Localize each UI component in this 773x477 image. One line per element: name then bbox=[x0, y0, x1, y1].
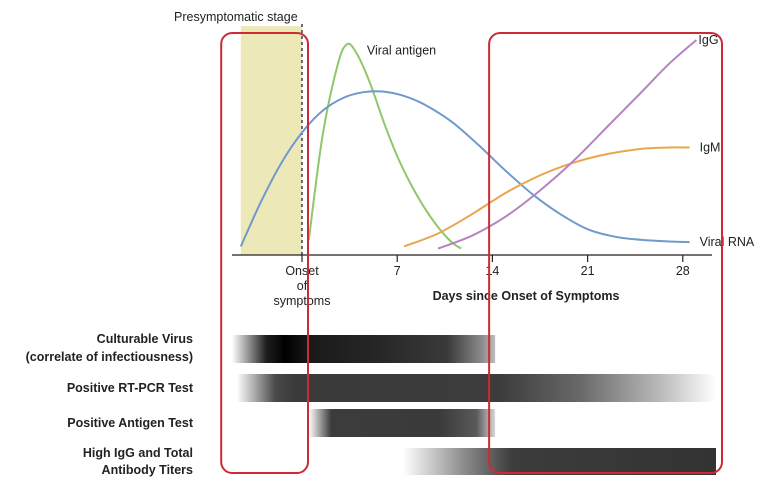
presymptomatic-stage-label: Presymptomatic stage bbox=[174, 10, 298, 24]
series-line-igm bbox=[403, 146, 690, 248]
series-label-igm: IgM bbox=[700, 141, 721, 155]
series-line-viral-antigen bbox=[307, 42, 462, 250]
highlight-boxes bbox=[220, 32, 723, 474]
tick-label-21: 21 bbox=[581, 264, 595, 278]
highlight-box-2 bbox=[488, 32, 723, 474]
presymptomatic-band bbox=[240, 26, 302, 255]
bar-positive-rt-pcr-test bbox=[236, 374, 716, 402]
highlight-box-1 bbox=[220, 32, 309, 474]
x-axis-title: Days since Onset of Symptoms bbox=[433, 289, 620, 303]
bar-culturable-virus-correlate-of-infectiousness bbox=[232, 335, 496, 363]
bar-label-high-igg-and-total: High IgG and Total bbox=[83, 446, 193, 460]
bar-high-igg-and-total-antibody-titers bbox=[402, 448, 716, 475]
bar-label-positive-antigen-test: Positive Antigen Test bbox=[67, 416, 194, 430]
series-label-viral-rna: Viral RNA bbox=[700, 235, 755, 249]
series-line-viral-rna bbox=[239, 90, 690, 247]
tick-label-7: 7 bbox=[394, 264, 401, 278]
bar-positive-antigen-test bbox=[308, 409, 496, 437]
test-bars: Culturable Virus (correlate of infectious… bbox=[26, 332, 716, 477]
series-label-igg: IgG bbox=[698, 33, 718, 47]
bar-label-antibody-titers: Antibody Titers bbox=[102, 463, 193, 477]
tick-label-onset: Onset of symptoms bbox=[274, 264, 331, 308]
bar-label-positive-rt-pcr-test: Positive RT-PCR Test bbox=[67, 381, 194, 395]
bar-label-culturable-virus: Culturable Virus bbox=[97, 332, 193, 346]
tick-label-14: 14 bbox=[485, 264, 499, 278]
series-lines: Viral antigen Viral RNA IgM IgG bbox=[239, 33, 755, 250]
tick-label-28: 28 bbox=[676, 264, 690, 278]
bar-label-correlate-of-infectiousness: (correlate of infectiousness) bbox=[26, 350, 193, 364]
series-line-igg bbox=[437, 39, 698, 250]
series-label-viral-antigen: Viral antigen bbox=[367, 43, 436, 57]
